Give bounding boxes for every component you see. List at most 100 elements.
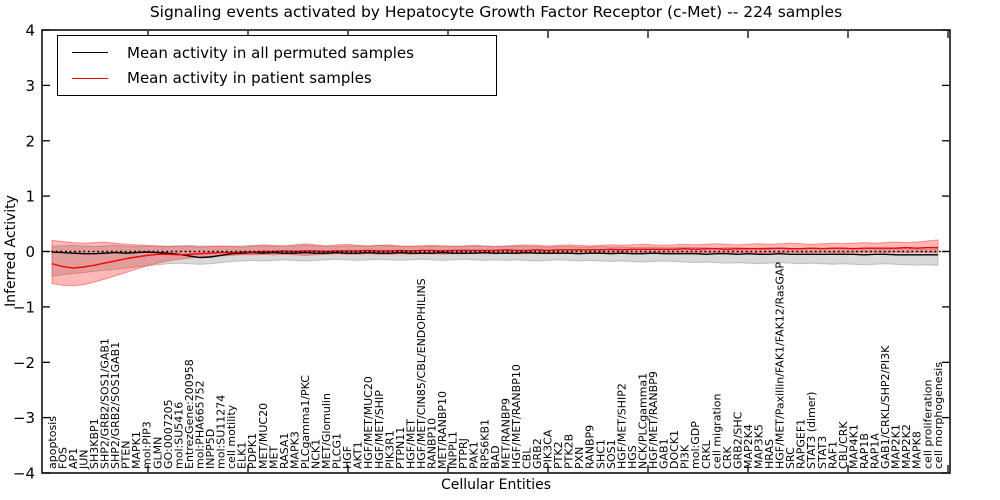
x-tick-label: mol:SU5416 — [172, 402, 185, 469]
x-tick-label: MET/RANBP10 — [436, 391, 449, 469]
x-tick-label: AP1 — [67, 448, 80, 469]
x-tick-label: HGF/MET/SHIP2 — [615, 383, 628, 469]
x-tick-label: PDPK1 — [246, 433, 259, 469]
x-tick-label: HRAS — [763, 439, 776, 469]
x-tick-label: NCK1 — [310, 439, 323, 469]
x-tick-label: cell migration — [710, 393, 723, 469]
x-axis-label: Cellular Entities — [440, 477, 552, 493]
x-tick-label: CBL — [520, 447, 533, 469]
y-tick-label: −2 — [13, 354, 35, 372]
x-tick-label: ELK1 — [236, 442, 249, 469]
x-tick-label: PAK1 — [468, 441, 481, 469]
x-tick-label: MAP2K4 — [742, 424, 755, 469]
x-tick-label: CRK — [721, 446, 734, 469]
x-tick-label: GAB1 — [658, 438, 671, 469]
x-tick-label: RAPGEF1 — [795, 419, 808, 469]
x-tick-label: HGF/MET — [404, 419, 417, 469]
x-tick-label: GLMN — [151, 437, 164, 469]
x-tick-label: mol:GDP — [689, 421, 702, 469]
permuted-mean-line — [51, 251, 938, 259]
x-tick-label: cell motility — [225, 404, 238, 469]
y-tick-label: 4 — [25, 22, 35, 40]
y-tick-label: −1 — [13, 298, 35, 316]
x-tick-label: cell morphogenesis — [932, 362, 945, 469]
x-tick-label: PLCG1 — [331, 433, 344, 469]
legend-label-permuted: Mean activity in all permuted samples — [127, 43, 414, 62]
x-tick-label: HGS — [626, 445, 639, 469]
x-tick-label: STAT3 — [816, 436, 829, 469]
x-tick-label: RPS6KB1 — [478, 419, 491, 469]
x-tick-label: PTEN — [120, 440, 133, 469]
patient-mean-line — [51, 246, 938, 269]
x-tick-label: apoptosis — [46, 416, 59, 469]
y-tick-label: −3 — [13, 409, 35, 427]
x-tick-label: MAP2K2 — [900, 424, 913, 469]
x-tick-label: PIK3CA — [542, 429, 555, 469]
x-tick-label: SHC1 — [594, 439, 607, 469]
x-tick-label: PXN — [573, 447, 586, 469]
x-tick-label: HGF/MET/Paxillin/FAK1/FAK12/RasGAP — [774, 262, 787, 469]
x-tick-label: MET/Glomulin — [320, 393, 333, 469]
x-tick-label: EntrezGene:200958 — [183, 359, 196, 469]
x-tick-label: cell proliferation — [921, 379, 934, 469]
x-tick-label: PTK2B — [563, 434, 576, 469]
x-tick-label: HGF/MET/SHIP — [373, 390, 386, 469]
x-tick-label: mol:SU11274 — [215, 395, 228, 469]
x-tick-label: MAP4K1 — [847, 424, 860, 469]
x-tick-label: AKT1 — [352, 441, 365, 469]
x-tick-label: FOS — [56, 447, 69, 469]
x-tick-label: GRB2/SHC — [731, 411, 744, 469]
x-tick-label: RANBP9 — [584, 425, 597, 469]
x-tick-label: JUN — [77, 449, 90, 470]
x-tick-label: INPPL1 — [447, 431, 460, 469]
x-tick-label: MET — [267, 446, 280, 469]
x-tick-label: NCK/PLCgamma1 — [637, 373, 650, 469]
y-tick-label: 1 — [25, 188, 35, 206]
x-tick-label: GRB2 — [531, 438, 544, 469]
x-tick-label: mol:PHA665752 — [194, 380, 207, 469]
x-tick-label: RAF1 — [826, 441, 839, 469]
x-tick-label: PIK3R1 — [383, 430, 396, 469]
y-tick-label: −4 — [13, 465, 35, 483]
legend: Mean activity in all permuted samples Me… — [57, 35, 497, 96]
legend-item-permuted: Mean activity in all permuted samples — [72, 44, 496, 62]
x-tick-label: PTPRJ — [457, 438, 470, 469]
x-tick-label: MAPK8 — [911, 431, 924, 469]
legend-line-permuted-icon — [72, 52, 108, 54]
legend-item-patient: Mean activity in patient samples — [72, 69, 496, 87]
x-tick-label: MAPK3 — [288, 431, 301, 469]
x-tick-label: SHP2/GRB2/SOS1/GAB1 — [99, 338, 112, 469]
y-tick-label: 0 — [25, 243, 35, 261]
x-tick-label: CRKL — [700, 439, 713, 469]
x-tick-label: HGF/MET/RANBP10 — [510, 364, 523, 469]
x-tick-label: GAB1/CRKL/SHP2/PI3K — [879, 345, 892, 469]
x-tick-label: HGF — [341, 446, 354, 469]
y-axis-label: Inferred Activity — [3, 195, 19, 307]
x-tick-label: RAP1B — [858, 433, 871, 469]
x-tick-label: CBL/CRK — [837, 421, 850, 469]
x-tick-label: HGF/MET/RANBP9 — [647, 371, 660, 469]
x-tick-label: STAT3 (dimer) — [805, 392, 818, 469]
x-tick-label: HGF/MET/MUC20 — [362, 376, 375, 469]
x-tick-label: SH3KBP1 — [88, 418, 101, 469]
x-tick-label: SRC — [784, 447, 797, 469]
x-tick-label: HGF/MET/CIN85/CBL/ENDOPHILINS — [415, 278, 428, 469]
y-tick-label: 3 — [25, 77, 35, 95]
x-tick-label: DOCK1 — [668, 430, 681, 469]
x-tick-label: mol:PIP3 — [141, 421, 154, 469]
x-tick-label: RANBP10 — [426, 418, 439, 469]
x-tick-label: RASA1 — [278, 433, 291, 469]
chart-title: Signaling events activated by Hepatocyte… — [149, 3, 843, 21]
y-tick-label: 2 — [25, 132, 35, 150]
x-tick-label: PLCgamma1/PKC — [299, 375, 312, 469]
x-tick-label: MAP3K5 — [753, 424, 766, 469]
x-tick-label: BAD — [489, 445, 502, 469]
x-tick-label: SOS1 — [605, 439, 618, 469]
x-tick-label: MET/MUC20 — [257, 403, 270, 469]
x-tick-label: MAP2K1 — [890, 424, 903, 469]
x-tick-label: MAPK1 — [130, 431, 143, 469]
x-tick-label: GO:0007205 — [162, 399, 175, 469]
x-tick-label: PI3K — [679, 444, 692, 469]
